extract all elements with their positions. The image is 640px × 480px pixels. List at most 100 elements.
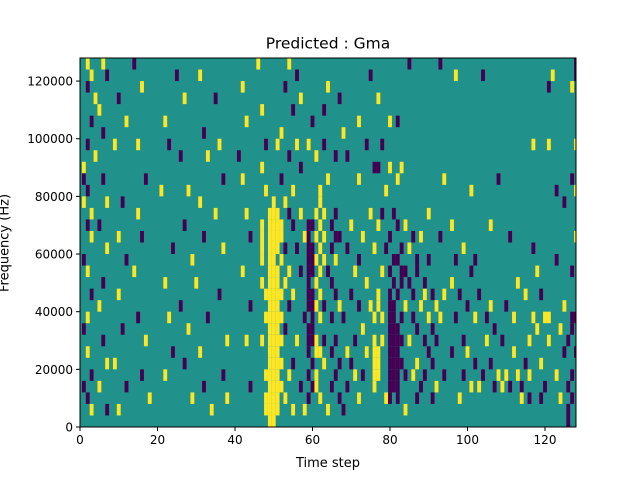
heatmap-cell: [101, 173, 106, 185]
heatmap-cell: [298, 265, 303, 278]
heatmap-cell: [182, 357, 187, 370]
heatmap-cell: [349, 357, 354, 370]
heatmap-cell: [419, 230, 423, 243]
heatmap-cell: [318, 265, 323, 278]
heatmap-cell: [89, 115, 94, 128]
heatmap-background: [80, 58, 576, 427]
heatmap-cell: [512, 311, 516, 324]
heatmap-cell: [326, 173, 330, 185]
heatmap-cell: [275, 265, 280, 278]
heatmap-cell: [566, 415, 571, 427]
heatmap-cell: [574, 138, 576, 151]
heatmap-cell: [337, 357, 342, 370]
heatmap-cell: [504, 300, 509, 312]
heatmap-cell: [407, 242, 412, 255]
heatmap-cell: [124, 115, 129, 128]
heatmap-cell: [333, 207, 338, 220]
heatmap-cell: [310, 288, 315, 301]
heatmap-cell: [260, 230, 265, 243]
heatmap-cell: [302, 403, 307, 416]
heatmap-cell: [163, 115, 168, 128]
heatmap-cell: [395, 369, 400, 381]
heatmap-cell: [546, 81, 551, 93]
heatmap-cell: [178, 300, 183, 312]
heatmap-cell: [275, 346, 280, 358]
heatmap-cell: [391, 207, 396, 220]
heatmap-cell: [570, 392, 575, 404]
y-tick-label: 0: [65, 421, 73, 435]
heatmap-cell: [395, 173, 400, 185]
heatmap-cell: [93, 150, 98, 162]
heatmap-cell: [105, 357, 110, 370]
heatmap-cell: [314, 346, 319, 358]
plot-frame: [79, 57, 577, 428]
heatmap-cell: [380, 334, 385, 347]
heatmap-cell: [376, 161, 381, 174]
heatmap-cell: [267, 311, 272, 324]
heatmap-cell: [264, 184, 268, 197]
heatmap-cell: [380, 207, 385, 220]
heatmap-cell: [260, 277, 265, 289]
heatmap-cell: [225, 334, 230, 347]
heatmap-cell: [159, 184, 164, 197]
heatmap-cell: [426, 346, 431, 358]
heatmap-cell: [310, 357, 315, 370]
heatmap-cell: [512, 346, 516, 358]
heatmap-cell: [306, 230, 311, 243]
heatmap-cell: [515, 277, 520, 289]
heatmap-cell: [395, 357, 400, 370]
heatmap-cell: [267, 403, 272, 416]
heatmap-cell: [291, 219, 296, 231]
heatmap-cell: [298, 207, 303, 220]
heatmap-cell: [306, 219, 311, 231]
heatmap-cell: [488, 219, 493, 231]
heatmap-cell: [271, 415, 276, 427]
heatmap-cell: [271, 300, 276, 312]
heatmap-cell: [275, 300, 280, 312]
heatmap-cell: [105, 403, 110, 416]
heatmap-cell: [275, 230, 280, 243]
heatmap-cell: [287, 300, 292, 312]
heatmap-cell: [422, 334, 427, 347]
heatmap-cell: [279, 127, 284, 139]
heatmap-cell: [477, 380, 482, 393]
heatmap-cell: [333, 334, 338, 347]
heatmap-cell: [267, 219, 272, 231]
heatmap-cell: [388, 357, 392, 370]
heatmap-cell: [318, 196, 323, 208]
heatmap-cell: [360, 230, 365, 243]
heatmap-cell: [570, 265, 575, 278]
heatmap-cell: [310, 300, 315, 312]
heatmap-cell: [329, 277, 334, 289]
heatmap-cell: [267, 207, 272, 220]
heatmap-cell: [287, 369, 292, 381]
heatmap-cell: [337, 392, 342, 404]
heatmap-cell: [271, 265, 276, 278]
heatmap-cell: [221, 369, 226, 381]
heatmap-cell: [395, 115, 400, 128]
heatmap-cell: [357, 115, 361, 128]
heatmap-cell: [391, 380, 396, 393]
heatmap-cell: [388, 369, 392, 381]
heatmap-cell: [411, 288, 416, 301]
heatmap-cell: [566, 403, 571, 416]
heatmap-cell: [271, 357, 276, 370]
heatmap-cell: [85, 138, 90, 151]
heatmap-cell: [306, 254, 311, 266]
heatmap-cell: [407, 334, 412, 347]
heatmap-cell: [271, 346, 276, 358]
heatmap-cell: [279, 219, 284, 231]
heatmap-cell: [473, 311, 478, 324]
heatmap-cell: [430, 357, 435, 370]
heatmap-cell: [570, 173, 575, 185]
heatmap-cell: [426, 311, 431, 324]
heatmap-cell: [140, 230, 144, 243]
heatmap-cell: [415, 357, 420, 370]
heatmap-cell: [453, 69, 458, 82]
heatmap-cell: [81, 161, 86, 174]
heatmap-cell: [116, 230, 121, 243]
heatmap-cell: [267, 323, 272, 335]
heatmap-cell: [275, 334, 280, 347]
heatmap-cell: [403, 300, 408, 312]
heatmap-cell: [322, 254, 327, 266]
